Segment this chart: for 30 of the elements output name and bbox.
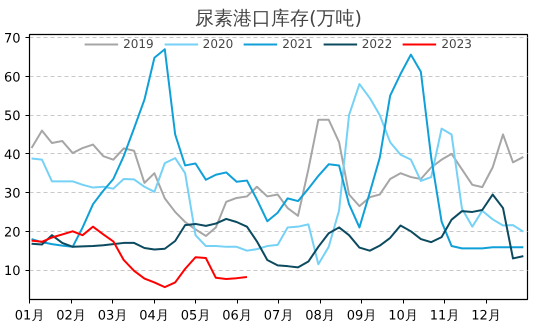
y-tick-label: 30 (4, 186, 21, 202)
x-tick-label: 07月 (264, 308, 294, 324)
chart-title: 尿素港口库存(万吨) (195, 8, 362, 30)
x-tick-label: 06月 (222, 308, 252, 324)
x-tick-label: 10月 (388, 308, 418, 324)
y-tick-label: 70 (4, 32, 21, 47)
legend-label: 2021 (282, 37, 313, 51)
line-series (30, 226, 248, 288)
legend-label: 2020 (202, 37, 234, 51)
y-tick-label: 20 (4, 225, 21, 240)
x-tick-label: 08月 (305, 308, 335, 324)
x-tick-label: 01月 (14, 308, 44, 324)
x-tick-label: 12月 (471, 308, 501, 324)
line-series (30, 83, 524, 266)
line-series (30, 118, 524, 237)
x-tick-label: 05月 (180, 308, 210, 324)
line-series (30, 194, 524, 268)
y-tick-label: 10 (4, 264, 21, 280)
y-tick-label: 60 (4, 70, 21, 86)
line-series (30, 48, 524, 250)
y-tick-label: 50 (4, 109, 21, 124)
legend-label: 2019 (123, 37, 154, 51)
legend-label: 2022 (362, 37, 392, 51)
x-tick-label: 03月 (98, 308, 128, 324)
legend-label: 2023 (441, 37, 472, 51)
x-tick-label: 04月 (139, 308, 169, 324)
y-tick-label: 40 (4, 148, 21, 163)
x-tick-label: 11月 (430, 308, 460, 324)
x-tick-label: 02月 (56, 308, 86, 324)
x-tick-label: 09月 (346, 308, 376, 324)
